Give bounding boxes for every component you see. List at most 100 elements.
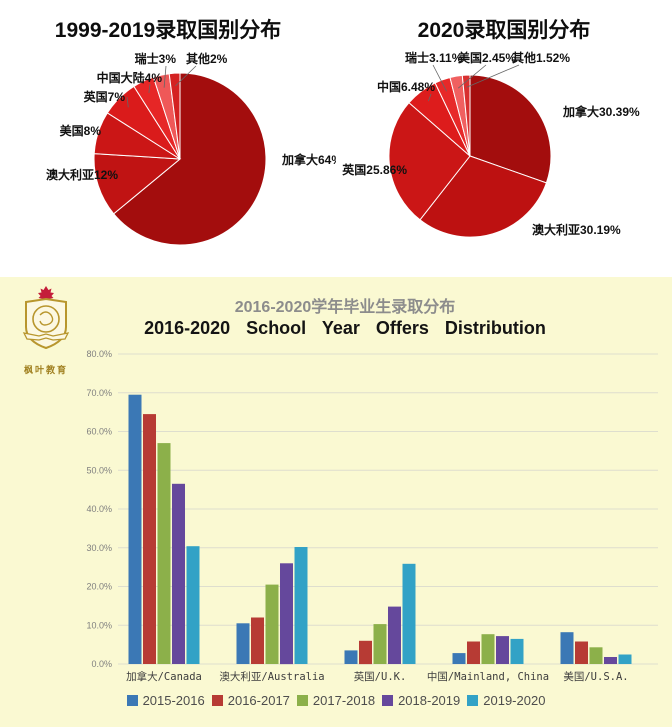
- maple-leaf-crest-icon: [22, 286, 70, 350]
- legend-item-2016-2017: 2016-2017: [211, 693, 290, 708]
- section-title-en: 2016-2020 School Year Offers Distributio…: [144, 318, 546, 338]
- legend-label: 2019-2020: [483, 693, 546, 708]
- bar-2015-2016-澳大利亚/Australia: [236, 623, 250, 664]
- pie-label-其他: 其他2%: [186, 51, 228, 66]
- pie-label-加拿大: 加拿大64%: [281, 152, 336, 167]
- legend-label: 2018-2019: [398, 693, 461, 708]
- legend-swatch: [296, 695, 308, 706]
- y-axis-tick: 10.0%: [86, 620, 112, 630]
- bar-2016-2017-加拿大/Canada: [143, 414, 156, 664]
- y-axis-tick: 60.0%: [86, 427, 112, 437]
- legend-swatch: [211, 695, 223, 706]
- bar-2016-2017-英国/U.K.: [359, 640, 372, 665]
- legend-swatch: [126, 695, 138, 706]
- bar-2016-2017-中国/Mainland, China: [467, 641, 480, 664]
- pie-leader-line: [163, 65, 167, 88]
- section-title-cn: 2016-2020学年毕业生录取分布: [234, 299, 456, 316]
- pie-slice-加拿大: [112, 72, 267, 246]
- bar-2016-2017-美国/U.S.A.: [575, 641, 588, 664]
- pie-leader-line: [175, 65, 197, 87]
- bar-2017-2018-加拿大/Canada: [157, 443, 171, 664]
- pie-leader-line: [457, 64, 487, 89]
- pie-slice-其他: [461, 74, 471, 157]
- bar-2019-2020-中国/Mainland, China: [510, 638, 524, 664]
- pie-label-中国: 中国6.48%: [377, 79, 435, 94]
- bar-2018-2019-英国/U.K.: [388, 606, 401, 664]
- bar-2018-2019-美国/U.S.A.: [604, 657, 617, 664]
- y-axis-tick: 80.0%: [86, 349, 112, 359]
- pie-slice-澳大利亚: [419, 155, 548, 238]
- bar-2019-2020-美国/U.S.A.: [618, 654, 632, 664]
- legend-item-2015-2016: 2015-2016: [126, 693, 205, 708]
- legend-swatch: [382, 695, 394, 706]
- y-axis-tick: 20.0%: [86, 582, 112, 592]
- bar-2017-2018-美国/U.S.A.: [589, 647, 603, 664]
- bar-2015-2016-美国/U.S.A.: [560, 632, 574, 664]
- pie-slice-英国: [388, 101, 471, 221]
- legend-item-2017-2018: 2017-2018: [296, 693, 376, 708]
- bar-2018-2019-澳大利亚/Australia: [280, 563, 293, 665]
- pie-title-1999-2019: 1999-2019录取国别分布: [54, 19, 282, 42]
- pie-leader-line: [428, 93, 432, 102]
- bar-chart-section: 枫叶教育 2016-2020学年毕业生录取分布 2016-2020 School…: [0, 277, 672, 727]
- y-axis-tick: 40.0%: [86, 504, 112, 514]
- x-axis-category: 中国/Mainland, China: [427, 670, 549, 683]
- pie-label-英国: 英国7%: [84, 89, 126, 104]
- pie-figure-1999-2019: 1999-2019录取国别分布 加拿大64% 澳大利亚12% 美国8% 英国7% 中国大…: [0, 0, 336, 277]
- bar-2015-2016-加拿大/Canada: [128, 394, 142, 664]
- pie-slice-澳大利亚: [93, 153, 182, 215]
- bar-2019-2020-英国/U.K.: [402, 563, 416, 664]
- bar-2019-2020-澳大利亚/Australia: [294, 547, 308, 664]
- bar-2016-2017-澳大利亚/Australia: [251, 617, 264, 664]
- pie-label-瑞士: 瑞士3.11%: [405, 50, 463, 65]
- legend-label: 2015-2016: [142, 693, 205, 708]
- bar-2017-2018-英国/U.K.: [373, 624, 387, 664]
- bar-2018-2019-加拿大/Canada: [172, 483, 185, 664]
- pie-figure-2020: 2020录取国别分布 加拿大30.39% 澳大利亚30.19% 英国25.86% 中国…: [336, 0, 672, 277]
- legend-item-2019-2020: 2019-2020: [467, 693, 545, 708]
- pie-label-澳大利亚: 澳大利亚30.19%: [532, 222, 621, 237]
- pie-label-美国: 美国2.45%: [458, 50, 516, 65]
- legend: 2015-2016 2016-2017 2017-2018 2018-2019 2019…: [0, 693, 672, 708]
- pie-chart-1999-2019: 加拿大64% 澳大利亚12% 美国8% 英国7% 中国大陆4% 瑞士3% 其他2%: [46, 51, 336, 246]
- legend-item-2018-2019: 2018-2019: [382, 693, 460, 708]
- pie-label-英国: 英国25.86%: [342, 162, 407, 177]
- pie-leader-line: [432, 64, 447, 92]
- bar-2017-2018-澳大利亚/Australia: [265, 584, 279, 664]
- x-axis-category: 美国/U.S.A.: [563, 670, 628, 683]
- y-axis-tick: 70.0%: [86, 388, 112, 398]
- bar-2017-2018-中国/Mainland, China: [481, 634, 495, 664]
- pie-label-加拿大: 加拿大30.39%: [562, 104, 640, 119]
- pie-slice-其他: [168, 72, 181, 160]
- pie-slice-加拿大: [469, 74, 552, 184]
- y-axis-tick: 0.0%: [91, 659, 112, 669]
- pie-title-2020: 2020录取国别分布: [417, 19, 591, 42]
- pie-leader-line: [466, 64, 520, 88]
- pie-label-美国: 美国8%: [60, 123, 102, 138]
- pie-leader-line: [148, 83, 151, 93]
- pie-chart-2020: 加拿大30.39% 澳大利亚30.19% 英国25.86% 中国6.48% 瑞士3.11…: [342, 50, 640, 238]
- x-axis-category: 澳大利亚/Australia: [219, 670, 324, 683]
- pie-label-其他: 其他1.52%: [512, 50, 570, 65]
- x-axis-category: 英国/U.K.: [354, 670, 407, 683]
- legend-label: 2017-2018: [312, 693, 376, 708]
- section-titles: 2016-2020学年毕业生录取分布 2016-2020 School Year…: [18, 277, 672, 339]
- logo-text: 枫叶教育: [23, 365, 68, 375]
- logo: 枫叶教育: [14, 285, 78, 376]
- pie-label-瑞士: 瑞士3%: [135, 51, 177, 66]
- bar-2018-2019-中国/Mainland, China: [496, 636, 509, 664]
- bar-2019-2020-加拿大/Canada: [186, 546, 200, 664]
- legend-label: 2016-2017: [227, 693, 290, 708]
- x-axis-category: 加拿大/Canada: [126, 670, 202, 683]
- y-axis-tick: 30.0%: [86, 543, 112, 553]
- bar-chart: 0.0% 10.0% 20.0% 30.0% 40.0% 50.0% 60.0% 70.0% 8…: [86, 349, 658, 683]
- bar-2015-2016-英国/U.K.: [344, 650, 358, 664]
- legend-swatch: [467, 695, 479, 706]
- pie-charts-section: 1999-2019录取国别分布 加拿大64% 澳大利亚12% 美国8% 英国7% 中国大…: [0, 0, 672, 277]
- pie-label-澳大利亚: 澳大利亚12%: [46, 167, 118, 182]
- pie-leader-line: [126, 96, 129, 108]
- y-axis-tick: 50.0%: [86, 465, 112, 475]
- pie-label-中国大陆: 中国大陆4%: [97, 70, 163, 85]
- bar-2015-2016-中国/Mainland, China: [452, 653, 466, 664]
